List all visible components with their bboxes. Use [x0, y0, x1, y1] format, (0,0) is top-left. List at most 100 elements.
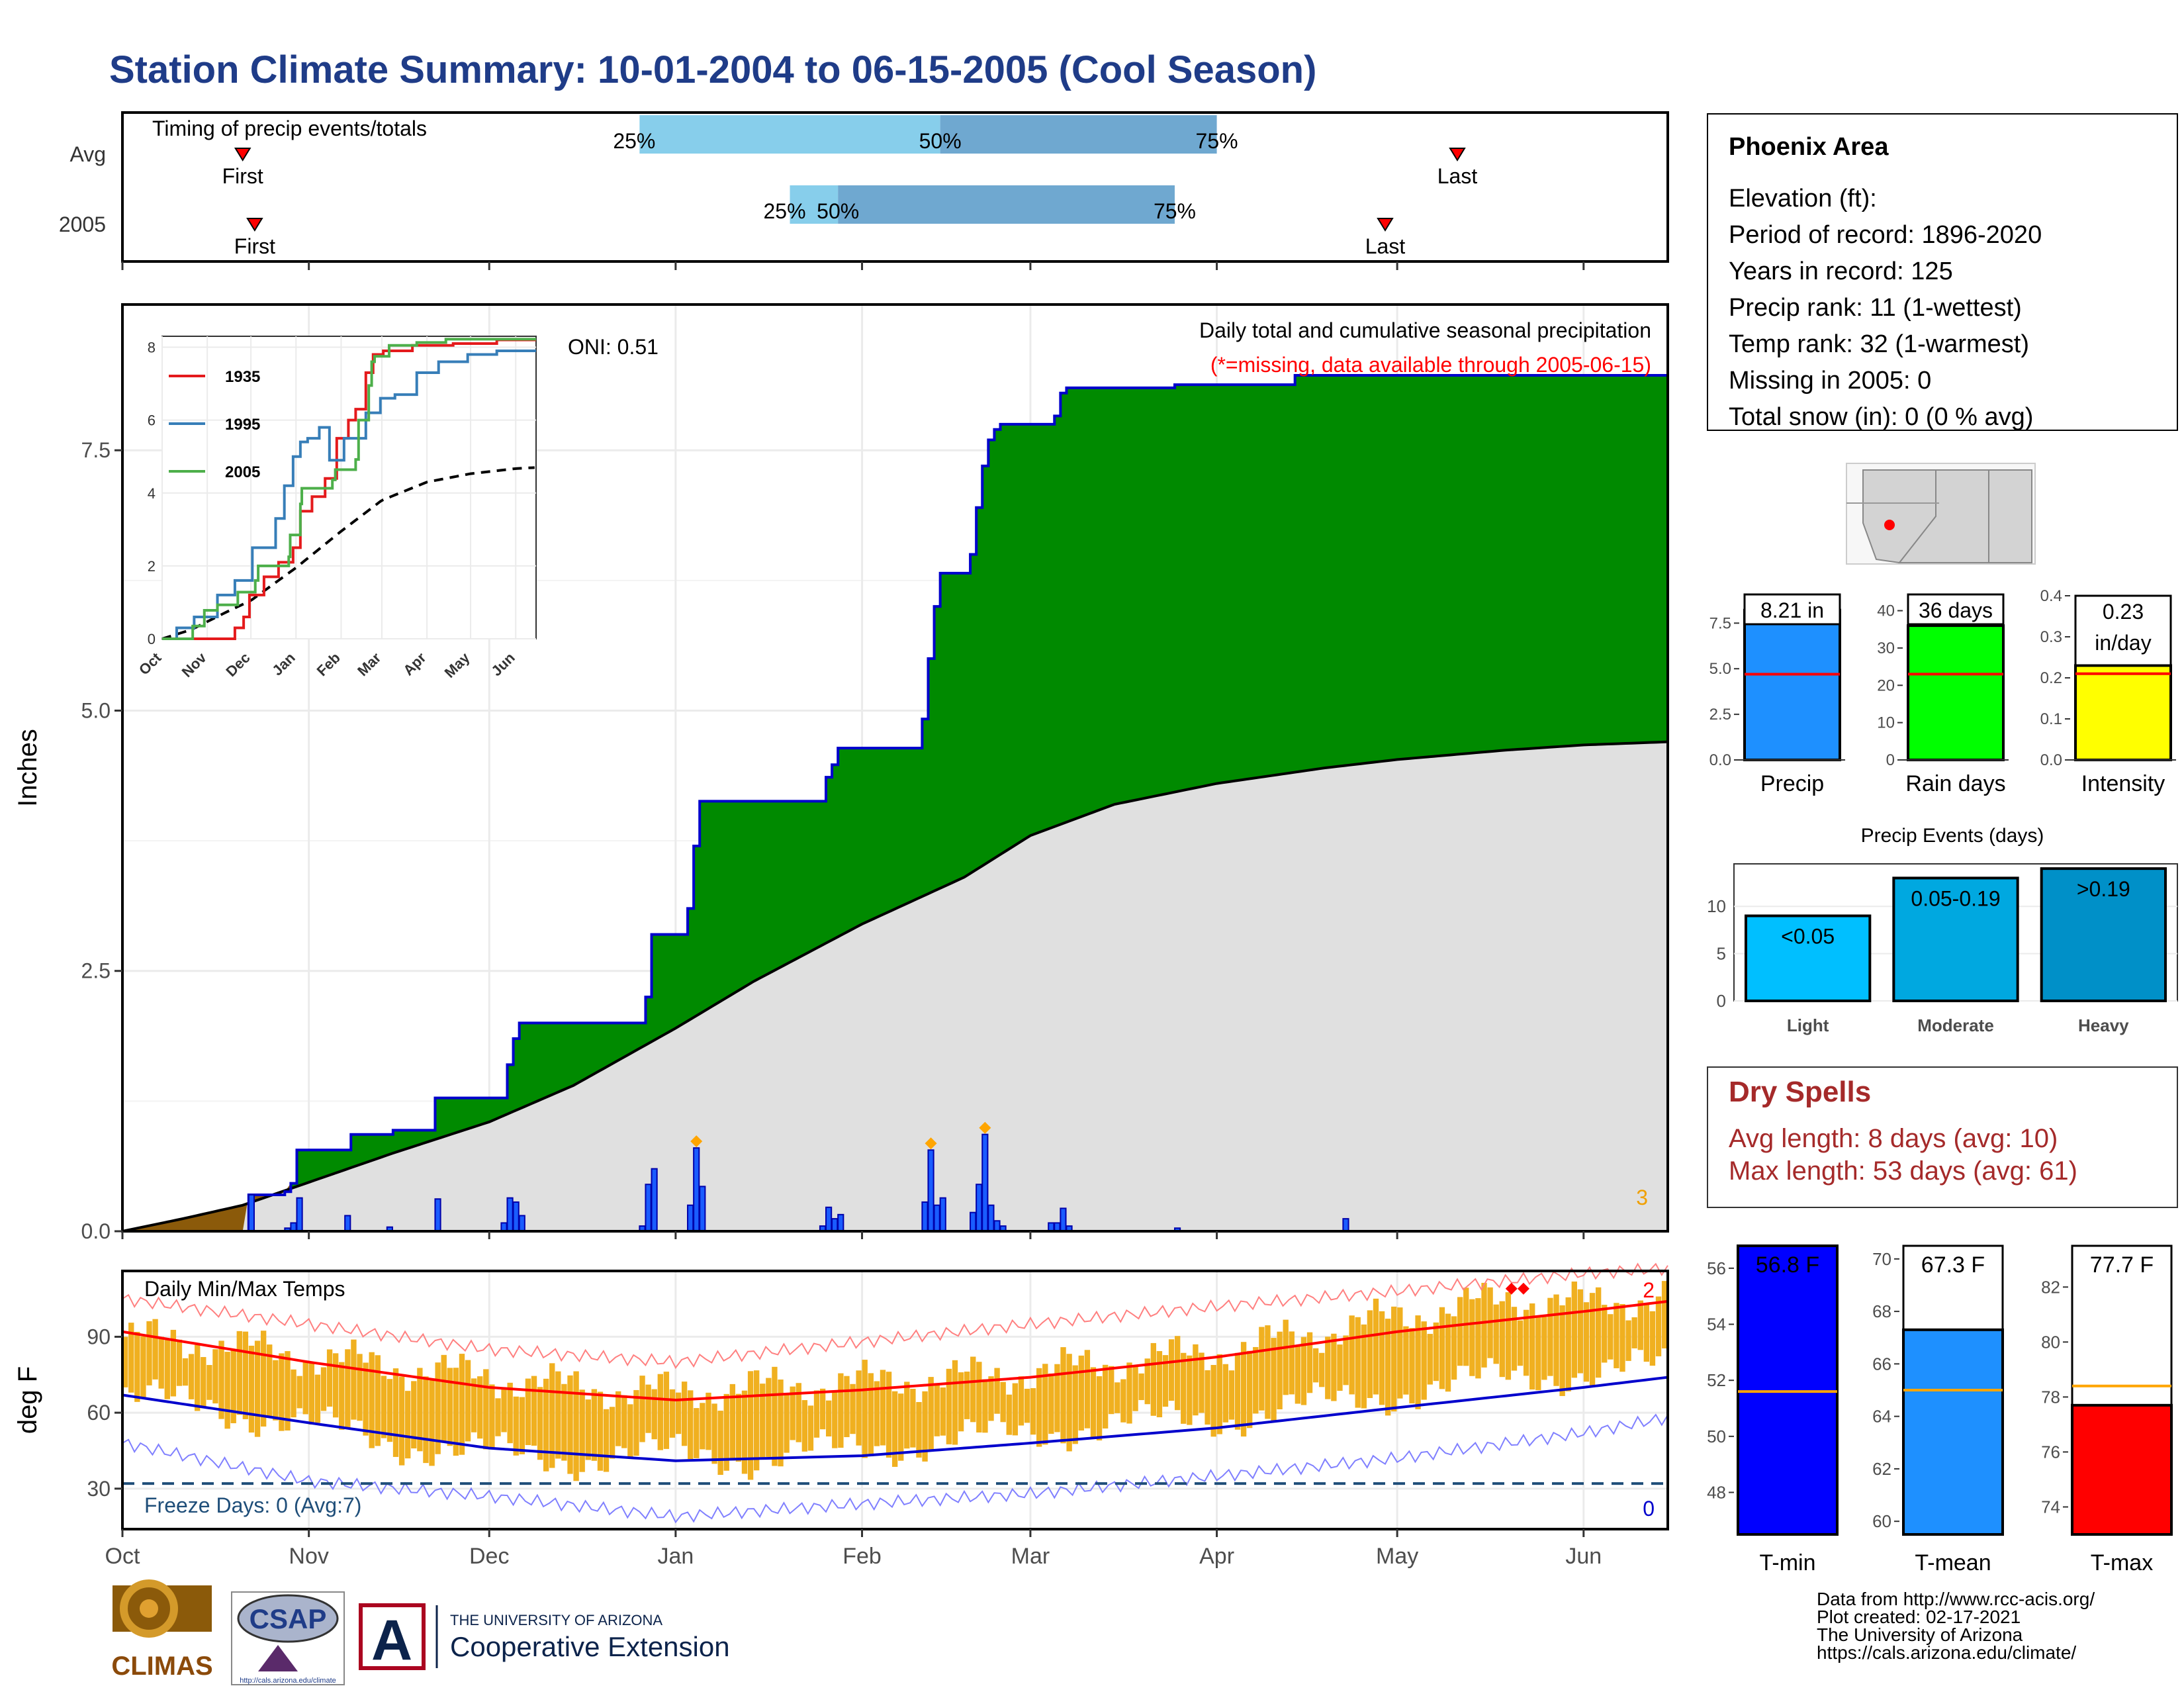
daily-temp-bar [1126, 1362, 1132, 1424]
temp-title: Daily Min/Max Temps [144, 1277, 345, 1301]
daily-temp-bar [807, 1405, 814, 1451]
daily-temp-bar [195, 1344, 201, 1411]
daily-temp-bar [747, 1371, 754, 1480]
daily-temp-bar [958, 1372, 964, 1432]
daily-temp-bar [778, 1380, 784, 1467]
daily-temp-bar [345, 1349, 351, 1429]
season-totals-panel: 0.0 2.5 5.0 7.5 8.21 in Precip 0 10 20 30 40 36 day… [1709, 587, 2176, 796]
daily-temp-bar [375, 1355, 381, 1446]
daily-temp-bar [1481, 1282, 1487, 1368]
daily-temp-bar [1030, 1388, 1036, 1435]
events-bar [2040, 867, 2167, 1003]
daily-temp-bar [639, 1376, 645, 1442]
daily-temp-bar [332, 1353, 339, 1418]
mini-value-bar [2074, 664, 2172, 762]
daily-temp-bar [1228, 1370, 1235, 1420]
station-info-line: Elevation (ft): [1729, 185, 1877, 212]
tmean-value-bar [2071, 1403, 2173, 1536]
daily-precip-bar [693, 1147, 700, 1233]
csap-logo-url: http://cals.arizona.edu/climate [240, 1677, 336, 1685]
tmean-ytick-label: 80 [2041, 1332, 2060, 1352]
timing-label-first: First [222, 164, 263, 188]
tmean-value-label: 77.7 F [2090, 1252, 2154, 1278]
daily-temp-bar [1199, 1352, 1205, 1413]
daily-temp-bar [1595, 1287, 1602, 1378]
dry-spells-avg: Avg length: 8 days (avg: 10) [1729, 1124, 2058, 1153]
daily-temp-bar [711, 1403, 717, 1464]
daily-temp-bar [1349, 1315, 1355, 1395]
mini-value-label: 0.23 [2103, 600, 2144, 624]
daily-temp-bar [1583, 1302, 1590, 1382]
events-category-label: Light [1787, 1015, 1829, 1035]
tmean-ytick-label: 56 [1707, 1258, 1726, 1278]
daily-precip-bar [993, 1220, 1001, 1232]
daily-temp-bar [158, 1336, 164, 1389]
climas-logo-ring [120, 1579, 178, 1638]
temp-ytick-label: 90 [87, 1325, 111, 1348]
timing-label-75: 75% [1196, 129, 1238, 153]
mini-value-label: 8.21 in [1760, 598, 1824, 622]
daily-temp-bar [314, 1374, 321, 1423]
daily-temp-bar [856, 1370, 862, 1446]
missing-marker [925, 1137, 937, 1150]
daily-temp-bar [291, 1369, 296, 1418]
daily-temp-bar [891, 1391, 898, 1467]
daily-temp-bar [982, 1379, 988, 1433]
timing-marker-last [1377, 218, 1394, 232]
mini-ytick-label: 5.0 [1709, 660, 1731, 678]
csap-logo-text: CSAP [250, 1603, 327, 1634]
timing-label-first: First [234, 234, 275, 258]
daily-temp-bar [206, 1365, 212, 1400]
daily-temp-bar [1042, 1364, 1048, 1445]
daily-temp-bar [838, 1373, 844, 1448]
record-marker [1517, 1282, 1529, 1295]
daily-temp-bar [122, 1336, 128, 1387]
temp-xtick-label: Mar [1011, 1544, 1050, 1569]
oni-label: ONI: 0.51 [568, 335, 659, 359]
daily-temp-bar [898, 1393, 904, 1461]
daily-precip-bar [939, 1197, 946, 1233]
daily-temp-bar [1187, 1355, 1193, 1425]
timing-label-last: Last [1365, 234, 1406, 258]
station-info-line: Temp rank: 32 (1-warmest) [1729, 330, 2029, 358]
daily-temp-bar [1367, 1310, 1373, 1398]
daily-temp-bar [880, 1370, 886, 1446]
daily-temp-bar [1000, 1382, 1006, 1423]
daily-temp-bar [279, 1353, 285, 1431]
temp-means-panel: 48 50 52 54 56 56.8 F T-min 60 62 64 66 68 70 67.3 F T… [1707, 1244, 2173, 1575]
tmean-ytick-label: 78 [2041, 1387, 2060, 1407]
daily-temp-bar [543, 1378, 549, 1472]
daily-temp-bar [790, 1386, 796, 1440]
daily-temp-bar [1144, 1358, 1150, 1405]
daily-temp-bar [1072, 1365, 1078, 1444]
daily-temp-bar [242, 1331, 249, 1419]
daily-temp-bar [1559, 1305, 1565, 1396]
daily-temp-bar [813, 1390, 820, 1438]
mini-ytick-label: 0 [1886, 751, 1895, 769]
daily-temp-bar [224, 1352, 230, 1429]
main-ylabel: Inches [13, 729, 42, 807]
daily-temp-bar [1162, 1355, 1169, 1407]
arizona-location-map [1846, 463, 2036, 565]
daily-temp-bar [1306, 1332, 1313, 1393]
daily-temp-bar [1614, 1303, 1619, 1368]
temp-xtick-label: Nov [289, 1544, 328, 1569]
daily-temp-bar [988, 1376, 994, 1421]
daily-precip-bar [248, 1194, 255, 1233]
daily-temp-bar [1637, 1300, 1643, 1350]
main-panel-frame [121, 303, 1669, 1233]
timing-bar-q25-q50 [639, 115, 940, 154]
daily-temp-bar [657, 1374, 663, 1450]
daily-precip-bar [296, 1197, 303, 1233]
temp-xtick-label: Oct [105, 1544, 140, 1569]
daily-temp-bar [164, 1340, 170, 1399]
daily-temp-bar [387, 1379, 393, 1442]
mini-value-label: 36 days [1919, 598, 1993, 622]
daily-temp-bar [140, 1336, 146, 1399]
record-marker [1505, 1282, 1518, 1295]
csap-logo-mountain [258, 1645, 298, 1671]
daily-precip-bar [434, 1198, 441, 1233]
daily-temp-bar [694, 1408, 700, 1458]
daily-temp-bar [1090, 1367, 1097, 1438]
daily-temp-bar [537, 1387, 543, 1460]
